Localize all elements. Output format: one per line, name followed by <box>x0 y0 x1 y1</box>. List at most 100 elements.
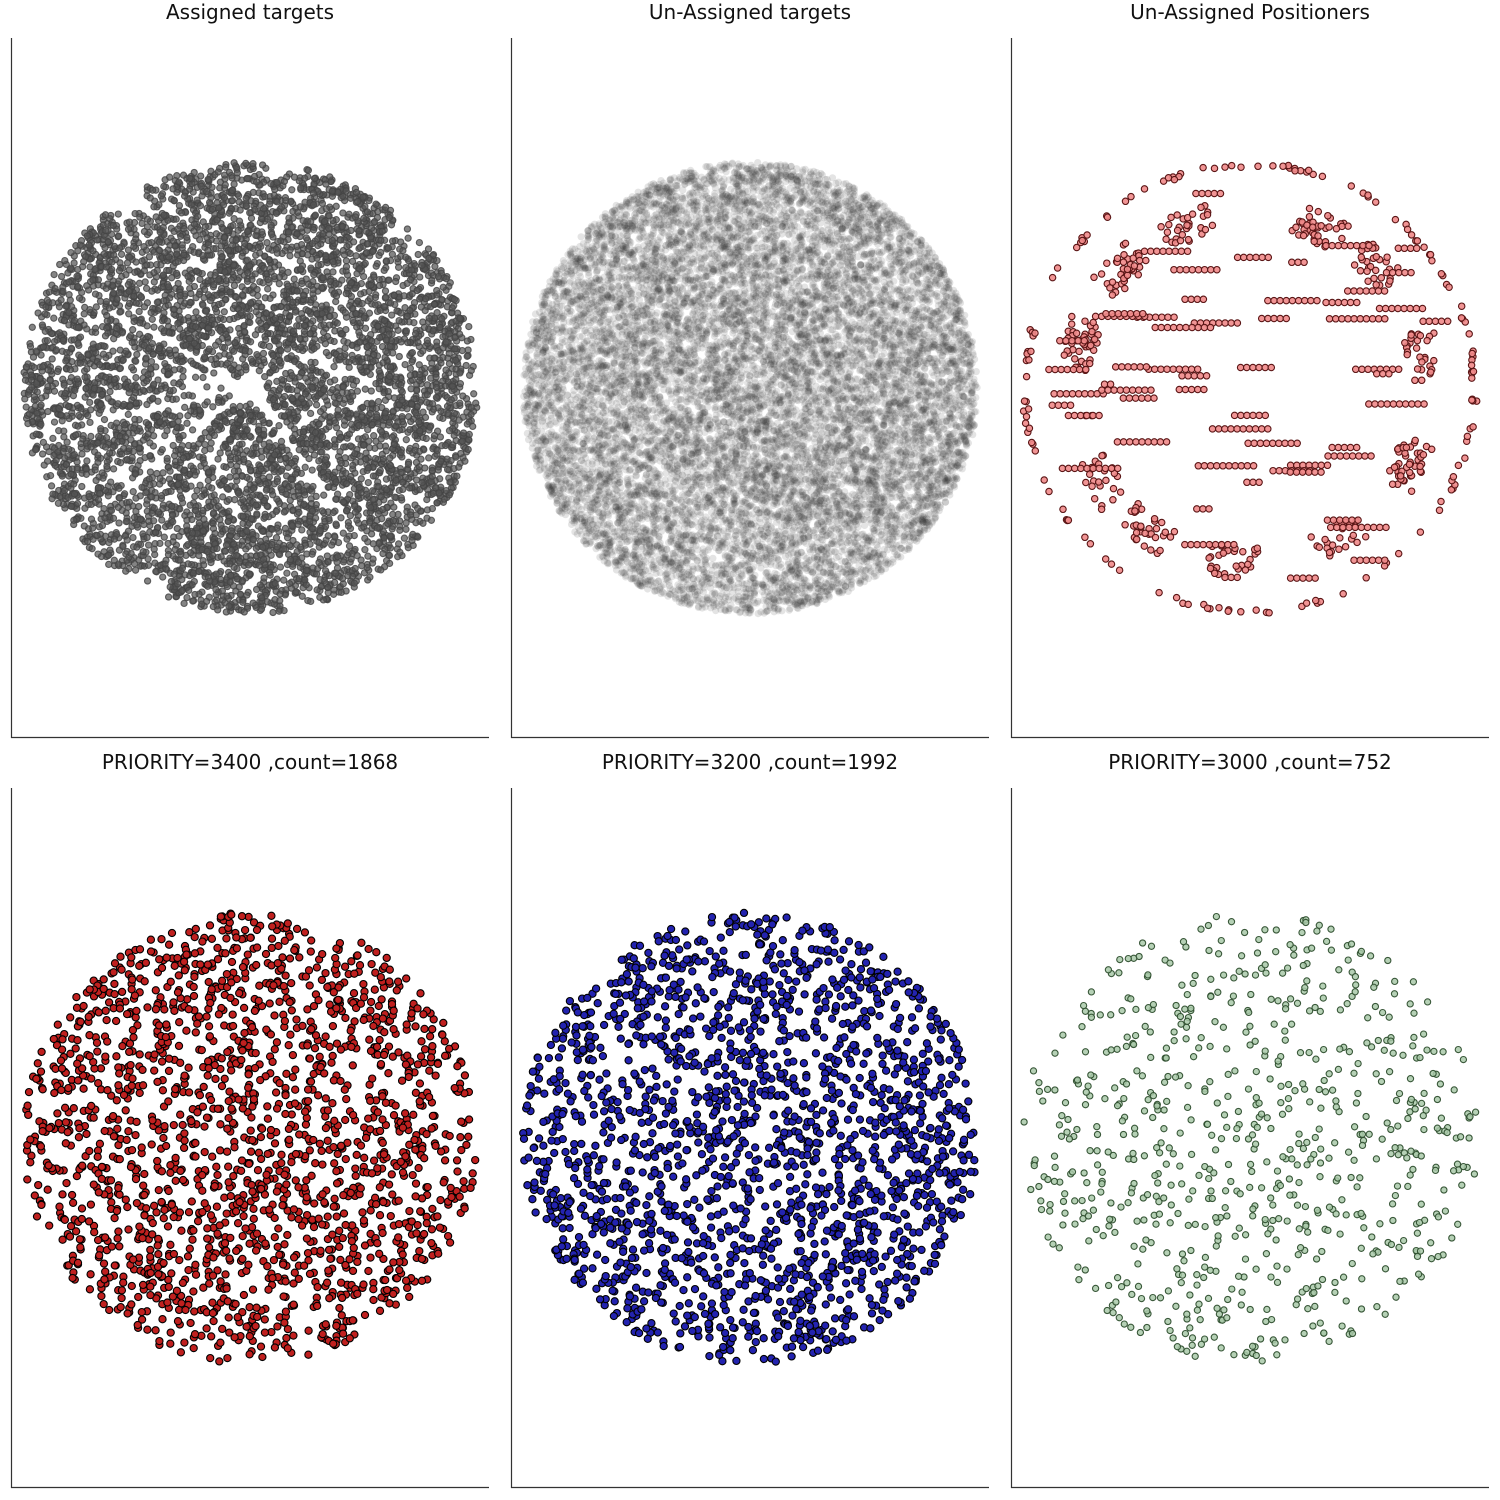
scatter-point <box>318 199 327 208</box>
scatter-point <box>192 507 200 515</box>
scatter-point <box>156 539 164 548</box>
scatter-point <box>230 180 238 188</box>
scatter-point <box>360 214 368 223</box>
scatter-point <box>405 413 413 421</box>
scatter-point <box>50 270 58 279</box>
scatter-point <box>214 455 222 463</box>
scatter-point <box>270 304 278 312</box>
scatter-point <box>387 221 396 229</box>
scatter-point <box>185 586 193 595</box>
scatter-point <box>141 278 149 286</box>
scatter-point <box>384 387 392 396</box>
scatter-plot <box>10 38 489 739</box>
scatter-point <box>188 426 197 434</box>
scatter-point <box>143 299 152 307</box>
scatter-point <box>343 535 351 543</box>
scatter-point <box>337 514 345 522</box>
scatter-point <box>297 382 305 390</box>
scatter-point <box>173 580 182 588</box>
scatter-point <box>403 225 412 233</box>
scatter-point <box>243 591 251 599</box>
scatter-point <box>439 414 447 423</box>
scatter-point <box>93 236 101 244</box>
scatter-point <box>384 244 393 252</box>
scatter-point <box>164 593 173 601</box>
scatter-point <box>242 159 250 168</box>
scatter-point <box>375 482 383 491</box>
scatter-point <box>212 570 220 578</box>
scatter-point <box>364 464 372 472</box>
scatter-point <box>258 228 266 236</box>
scatter-point <box>86 398 94 407</box>
scatter-point <box>431 262 439 271</box>
scatter-point <box>381 409 389 417</box>
scatter-point <box>83 232 91 240</box>
panel-assigned-targets: Assigned targets <box>10 0 489 739</box>
scatter-point <box>130 560 139 568</box>
scatter-point <box>225 602 233 610</box>
scatter-point <box>199 251 207 260</box>
scatter-point <box>117 250 126 258</box>
scatter-point <box>296 495 304 503</box>
scatter-point <box>109 465 118 473</box>
scatter-point <box>421 413 430 422</box>
scatter-point <box>80 258 88 266</box>
scatter-point <box>151 197 159 205</box>
scatter-point <box>204 277 212 285</box>
scatter-point <box>160 533 168 541</box>
scatter-point <box>318 283 326 292</box>
scatter-point <box>386 454 394 462</box>
scatter-point <box>411 409 420 417</box>
scatter-point <box>87 432 95 441</box>
scatter-point <box>183 593 191 602</box>
scatter-point <box>369 540 377 548</box>
scatter-point <box>113 295 121 303</box>
scatter-point <box>221 547 230 555</box>
scatter-point <box>159 469 167 477</box>
scatter-point <box>285 579 294 588</box>
scatter-point <box>122 271 130 279</box>
scatter-point <box>101 443 110 451</box>
scatter-point <box>370 432 378 440</box>
scatter-point <box>76 241 84 249</box>
scatter-point <box>198 600 206 608</box>
scatter-point <box>138 257 146 265</box>
scatter-point <box>349 316 357 324</box>
scatter-point <box>303 482 311 490</box>
scatter-point <box>266 571 274 579</box>
scatter-point <box>57 296 65 304</box>
scatter-point <box>26 342 35 351</box>
scatter-point <box>299 314 307 322</box>
scatter-point <box>107 381 115 390</box>
scatter-point <box>258 161 267 169</box>
scatter-point <box>438 295 446 304</box>
scatter-point <box>425 454 433 462</box>
scatter-point <box>224 246 233 255</box>
scatter-point <box>57 272 66 281</box>
scatter-point <box>289 327 298 335</box>
scatter-point <box>160 182 168 191</box>
scatter-point <box>272 402 281 410</box>
scatter-point <box>463 420 471 428</box>
scatter-point <box>74 422 82 430</box>
scatter-point <box>198 321 207 329</box>
scatter-point <box>394 263 403 271</box>
scatter-point <box>297 469 306 478</box>
scatter-point <box>361 546 369 554</box>
scatter-point <box>298 592 306 600</box>
scatter-point <box>293 230 301 238</box>
scatter-point <box>295 177 303 185</box>
scatter-point <box>178 586 186 595</box>
scatter-point <box>343 389 351 397</box>
scatter-point <box>416 370 424 379</box>
scatter-point <box>99 221 107 229</box>
scatter-point <box>302 374 310 382</box>
scatter-point <box>221 344 229 352</box>
scatter-point <box>328 541 336 549</box>
scatter-point <box>402 525 410 533</box>
scatter-point <box>400 534 409 542</box>
scatter-point <box>47 482 56 490</box>
scatter-point <box>70 316 79 325</box>
scatter-point <box>175 178 183 186</box>
scatter-point <box>160 297 168 305</box>
